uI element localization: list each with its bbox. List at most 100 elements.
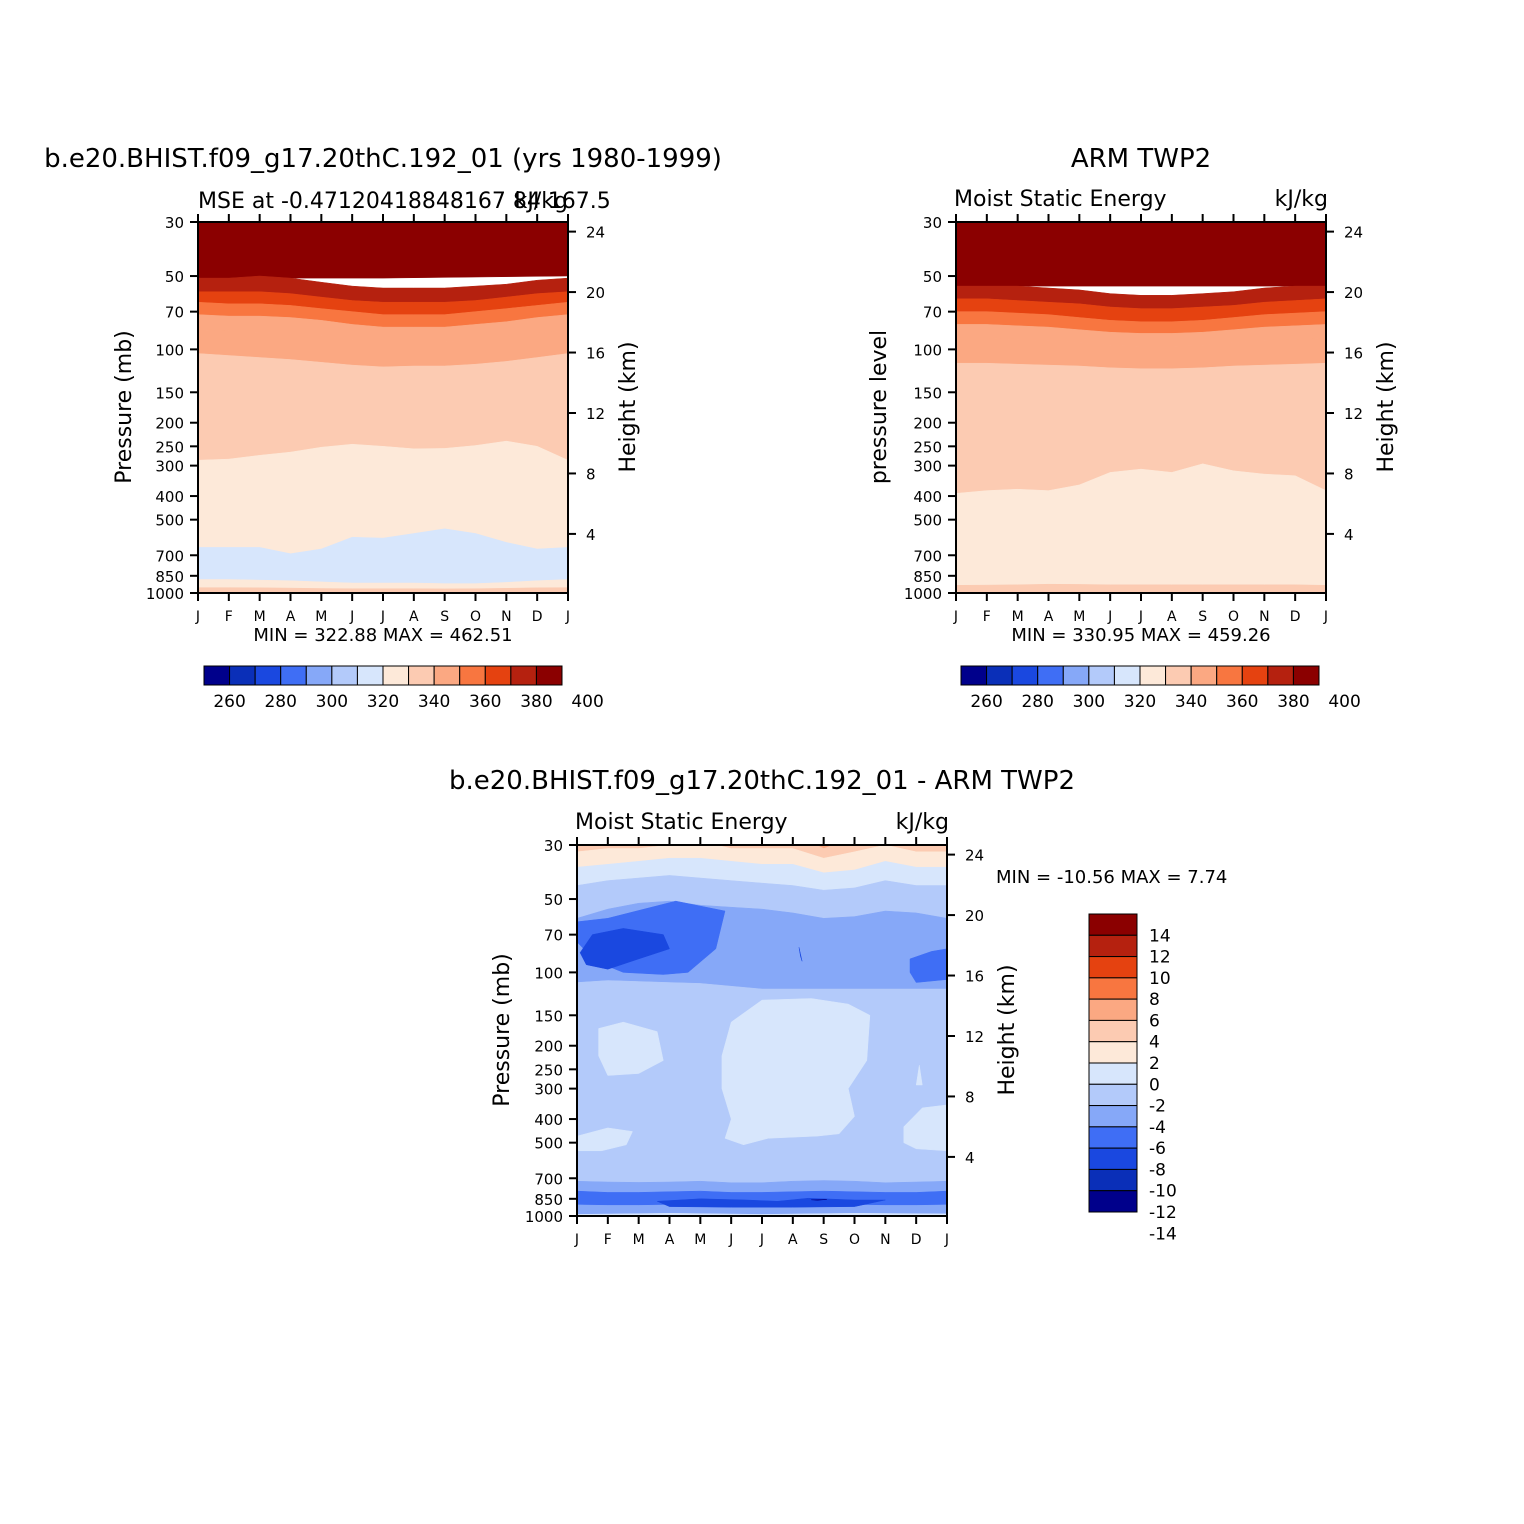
y-tick-label: 250 — [913, 438, 942, 456]
x-tick-label: M — [315, 609, 327, 625]
x-tick-label: J — [349, 609, 354, 625]
y-tick-label: 1000 — [904, 585, 942, 603]
colorbar-swatch — [1037, 665, 1064, 686]
x-tick-label: D — [532, 609, 543, 625]
colorbar-swatch — [1088, 1190, 1138, 1213]
panel-obs-colorbar: 260 280 300 320 340 360 380 400 — [960, 665, 1361, 712]
colorbar-swatch — [1088, 1147, 1138, 1170]
y-tick-label: 200 — [913, 415, 942, 433]
y-tick-label: 50 — [165, 268, 184, 286]
colorbar-swatch — [1011, 665, 1039, 686]
colorbar-swatch — [510, 665, 537, 686]
colorbar-swatch — [459, 665, 486, 686]
x-tick-label: A — [1044, 609, 1054, 625]
y-tick-label: 30 — [544, 837, 563, 855]
y-tick-label: 100 — [534, 964, 563, 982]
panel-diff-ylabel-right: Height (km) — [995, 964, 1020, 1095]
colorbar-label: 280 — [264, 692, 296, 712]
colorbar-swatch — [1267, 665, 1294, 686]
y-right-tick-label: 8 — [586, 465, 596, 483]
panel-diff-y-right-ticks: 24 20 16 12 8 4 — [947, 847, 984, 1167]
y-tick-label: 150 — [155, 384, 184, 402]
colorbar-label: -6 — [1149, 1139, 1166, 1159]
colorbar-label: 360 — [469, 692, 501, 712]
colorbar-label: 320 — [1124, 692, 1156, 712]
x-tick-label: D — [1290, 609, 1301, 625]
y-right-tick-label: 4 — [586, 526, 596, 544]
colorbar-swatch — [1165, 665, 1192, 686]
panel-diff-title: b.e20.BHIST.f09_g17.20thC.192_01 - ARM T… — [449, 766, 1075, 796]
colorbar-label: 300 — [316, 692, 348, 712]
y-tick-label: 850 — [913, 568, 942, 586]
y-right-tick-label: 12 — [1344, 405, 1363, 423]
contour-feature — [598, 1021, 664, 1076]
x-tick-label: A — [788, 1232, 798, 1248]
y-right-tick-label: 4 — [965, 1149, 975, 1167]
colorbar-label: -12 — [1149, 1203, 1177, 1223]
colorbar-label: 8 — [1149, 990, 1160, 1010]
colorbar-swatch — [1062, 665, 1090, 686]
colorbar-label: 340 — [418, 692, 450, 712]
x-tick-label: M — [1012, 609, 1024, 625]
colorbar-swatch — [1088, 913, 1138, 936]
panel-model-y-right-ticks: 24 20 16 12 8 4 — [568, 224, 605, 544]
colorbar-label: 12 — [1149, 948, 1171, 968]
y-tick-label: 100 — [155, 341, 184, 359]
colorbar-label: 360 — [1226, 692, 1258, 712]
y-tick-label: 400 — [155, 488, 184, 506]
contour-feature — [798, 947, 803, 962]
colorbar-label: 6 — [1149, 1011, 1160, 1031]
colorbar-label: 320 — [367, 692, 399, 712]
contour-band — [198, 222, 568, 279]
panel-obs-ylabel: pressure level — [867, 330, 892, 484]
y-tick-label: 700 — [155, 547, 184, 565]
colorbar-label: 4 — [1149, 1033, 1160, 1053]
panel-model-colorbar: 260 280 300 320 340 360 380 400 — [203, 665, 604, 712]
contour-feature — [721, 998, 871, 1146]
contour-feature — [811, 1199, 827, 1201]
panel-model-contour-fills — [198, 222, 568, 593]
colorbar-label: 400 — [571, 692, 603, 712]
x-tick-label: J — [574, 1232, 579, 1248]
colorbar-swatch — [1088, 977, 1138, 1000]
x-tick-label: F — [225, 609, 233, 625]
colorbar-swatch — [331, 665, 358, 686]
y-right-tick-label: 20 — [1344, 284, 1363, 302]
colorbar-label: 260 — [213, 692, 245, 712]
colorbar-swatch — [1088, 934, 1138, 958]
colorbar-swatch — [356, 665, 384, 686]
y-tick-label: 500 — [534, 1135, 563, 1153]
colorbar-swatch — [382, 665, 410, 686]
x-tick-label: J — [1323, 609, 1328, 625]
y-tick-label: 700 — [913, 547, 942, 565]
colorbar-label: -4 — [1149, 1118, 1166, 1138]
colorbar-swatch — [305, 665, 333, 686]
x-tick-label: O — [470, 609, 481, 625]
colorbar-label: 2 — [1149, 1054, 1160, 1074]
y-tick-label: 50 — [923, 268, 942, 286]
contour-feature — [909, 948, 947, 983]
x-tick-label: J — [759, 1232, 764, 1248]
y-right-tick-label: 20 — [965, 907, 984, 925]
y-right-tick-label: 24 — [965, 847, 984, 865]
panel-diff-subtitle-left: Moist Static Energy — [575, 810, 788, 835]
x-tick-label: M — [633, 1232, 645, 1248]
y-right-tick-label: 16 — [965, 968, 984, 986]
colorbar-label: 14 — [1149, 926, 1171, 946]
colorbar-label: 10 — [1149, 969, 1171, 989]
y-tick-label: 250 — [155, 438, 184, 456]
contour-feature — [915, 1064, 923, 1086]
x-tick-label: A — [1167, 609, 1177, 625]
x-tick-label: F — [983, 609, 991, 625]
contour-feature — [657, 1197, 886, 1208]
panel-obs-subtitle-left: Moist Static Energy — [954, 187, 1167, 212]
x-tick-label: J — [944, 1232, 949, 1248]
y-tick-label: 300 — [913, 458, 942, 476]
panel-model-ylabel-right: Height (km) — [616, 341, 641, 472]
y-tick-label: 50 — [544, 891, 563, 909]
panel-model-title: b.e20.BHIST.f09_g17.20thC.192_01 (yrs 19… — [44, 144, 722, 174]
